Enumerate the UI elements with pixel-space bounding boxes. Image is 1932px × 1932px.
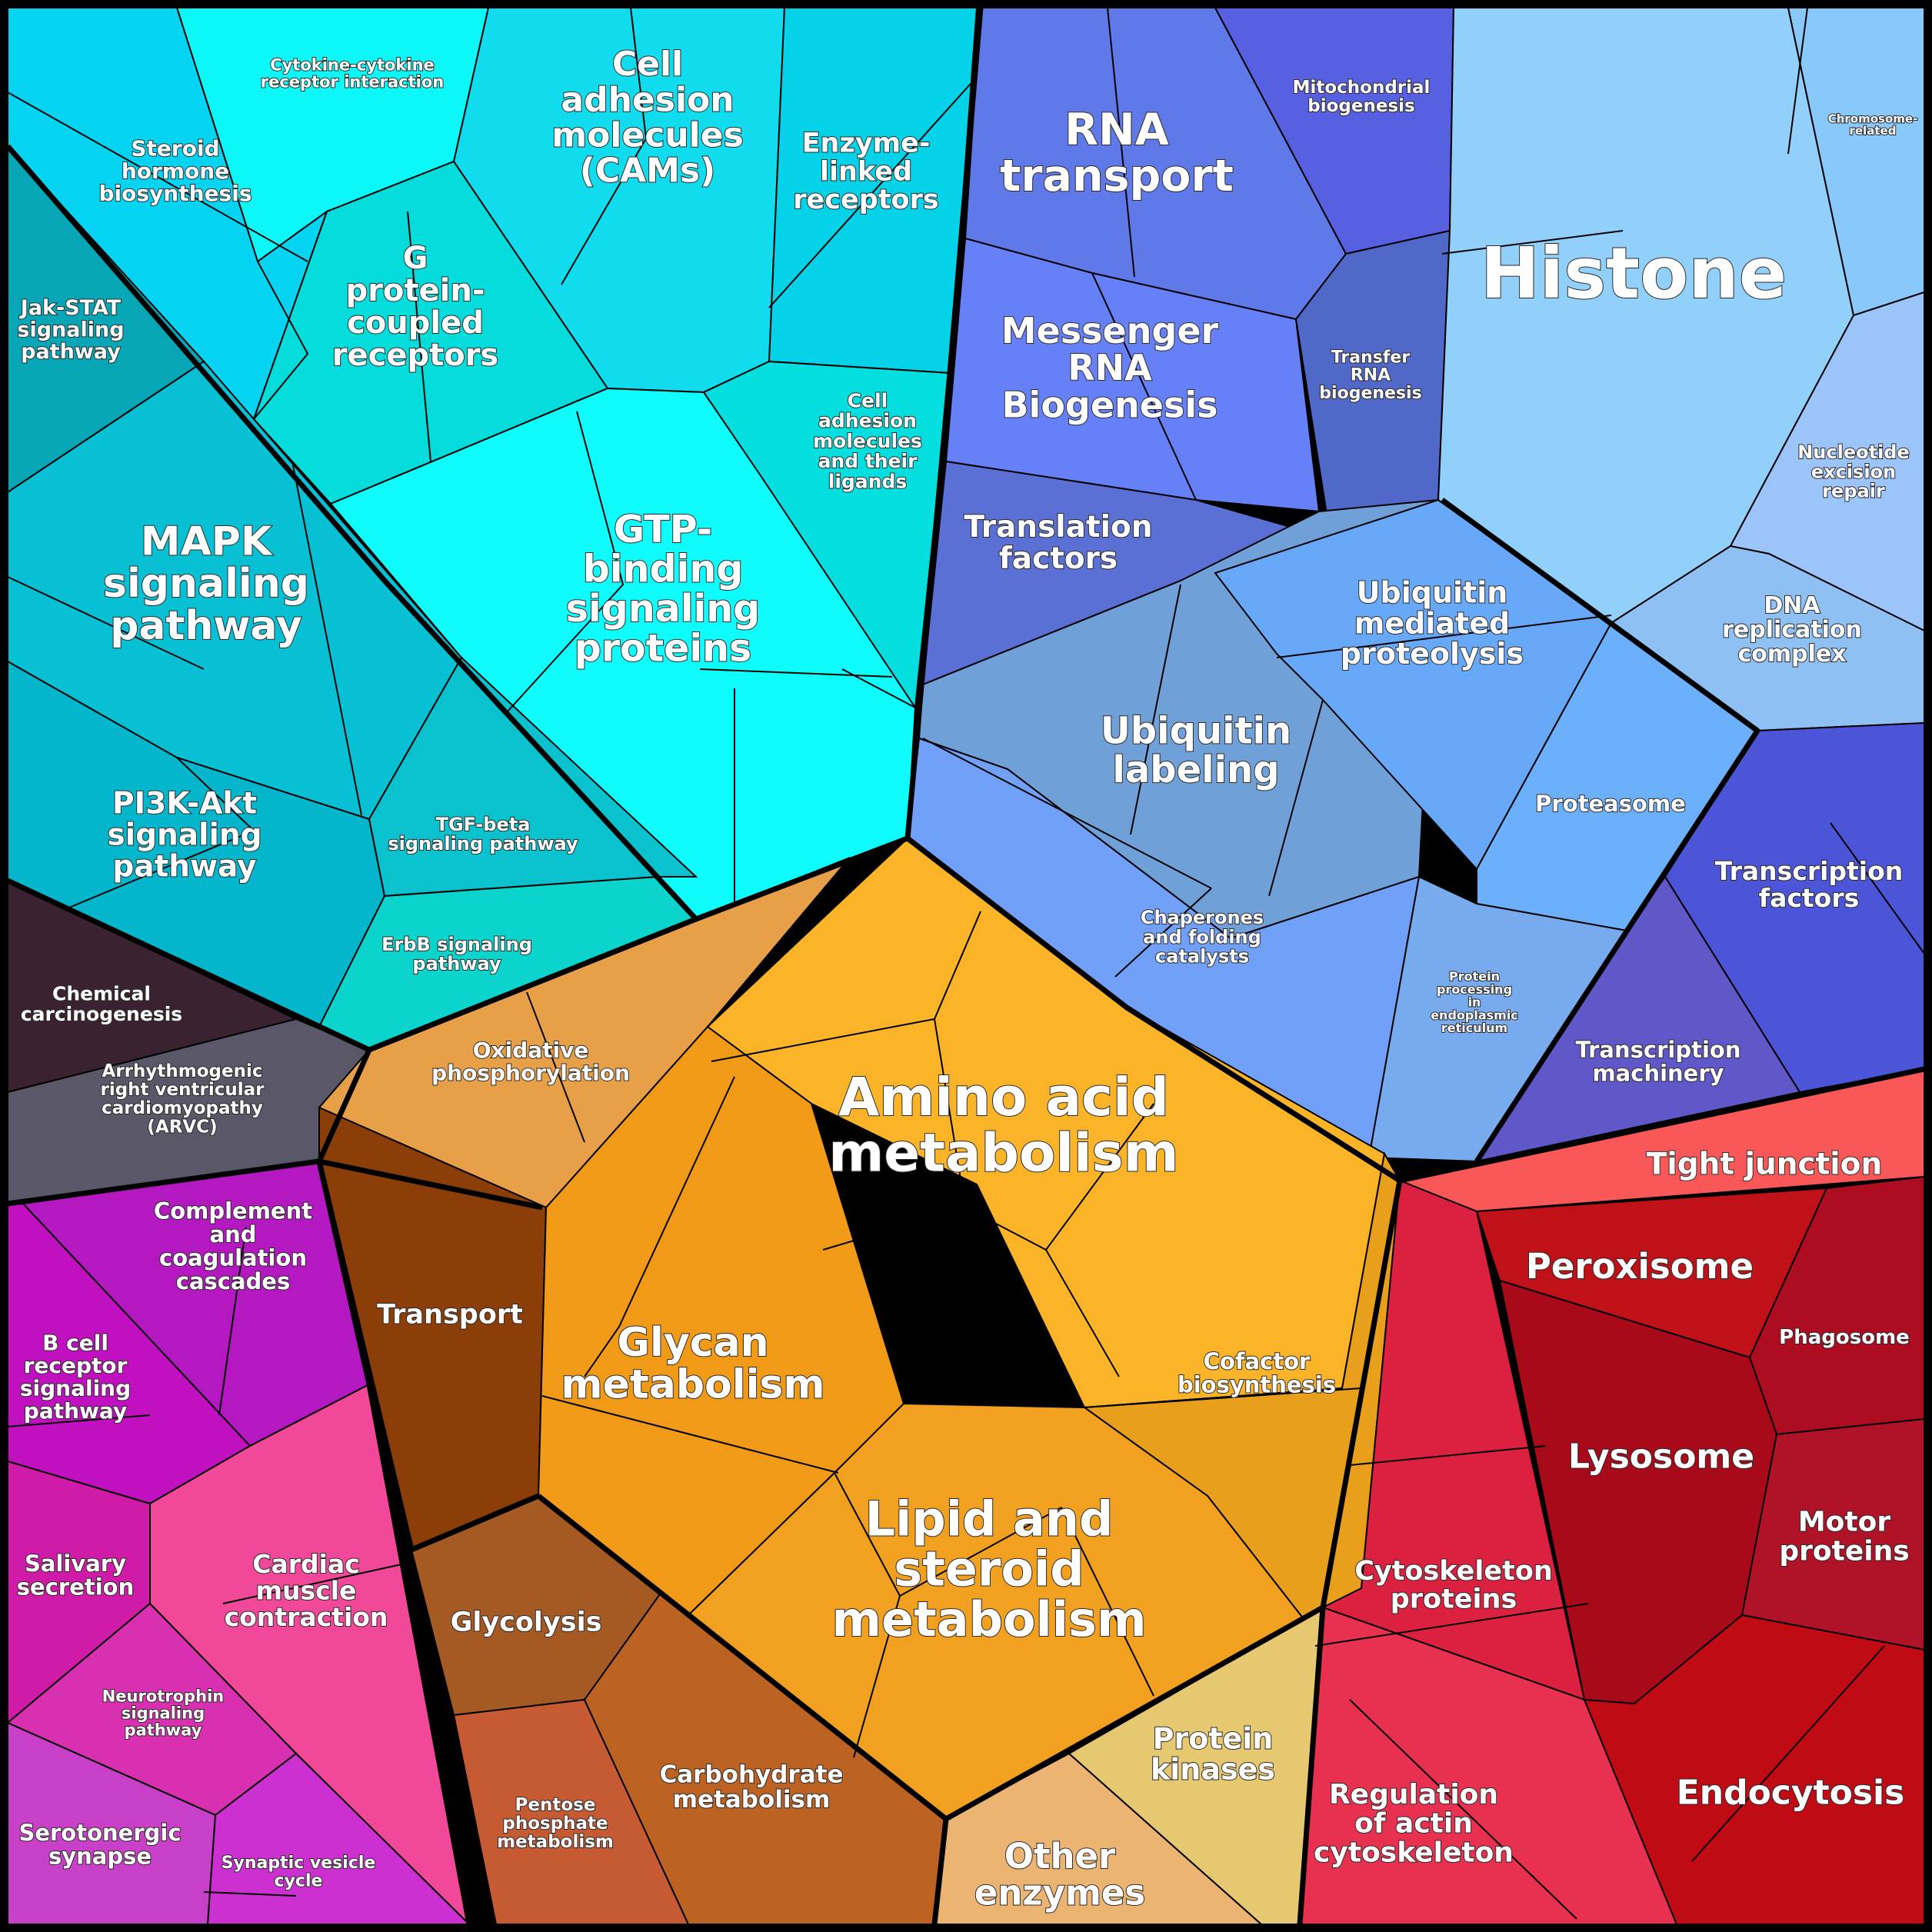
label-protein-kinases: Protein kinases xyxy=(1151,1721,1275,1786)
label-serotonergic: Serotonergic synapse xyxy=(18,1820,181,1869)
label-cardiac: Cardiac muscle contraction xyxy=(225,1549,388,1632)
label-bcell: B cell receptor signaling pathway xyxy=(20,1331,131,1424)
label-salivary: Salivary secretion xyxy=(17,1551,134,1600)
group-cellular-processes xyxy=(1298,1068,1925,1925)
label-tight: Tight junction xyxy=(1647,1148,1882,1182)
label-motor: Motor proteins xyxy=(1779,1507,1909,1567)
label-translation: Translation factors xyxy=(964,510,1152,576)
label-ubiq-med: Ubiquitin mediated proteolysis xyxy=(1341,575,1524,671)
group-disease-dark xyxy=(7,879,371,1205)
label-tf: Transcription factors xyxy=(1715,856,1904,913)
label-cytokine: Cytokine-cytokine receptor interaction xyxy=(261,55,444,91)
label-cofactor: Cofactor biosynthesis xyxy=(1178,1348,1336,1397)
labels: Cytokine-cytokine receptor interaction St… xyxy=(16,44,1919,1914)
label-phagosome: Phagosome xyxy=(1779,1326,1910,1349)
label-glycolysis: Glycolysis xyxy=(451,1607,602,1637)
group-borders xyxy=(5,7,1925,1925)
label-rna-transport: RNA transport xyxy=(1000,105,1234,202)
label-endocytosis: Endocytosis xyxy=(1677,1773,1905,1812)
label-carbo: Carbohydrate metabolism xyxy=(660,1761,844,1814)
label-cams: Cell adhesion molecules (CAMs) xyxy=(551,45,744,191)
group-genetic-information xyxy=(906,7,1925,1163)
label-mapk: MAPK signaling pathway xyxy=(103,519,309,649)
label-other-enz: Other enzymes xyxy=(974,1836,1145,1913)
label-oxphos: Oxidative phosphorylation xyxy=(431,1038,630,1085)
label-chem-carc: Chemical carcinogenesis xyxy=(21,983,182,1025)
label-synaptic: Synaptic vesicle cycle xyxy=(222,1854,376,1890)
label-trna: Transfer RNA biogenesis xyxy=(1319,348,1421,403)
label-mito: Mitochondrial biogenesis xyxy=(1293,78,1431,116)
label-cytoskeleton: Cytoskeleton proteins xyxy=(1354,1556,1553,1615)
label-gtp: GTP-binding signaling proteins xyxy=(566,508,761,670)
label-chaperones: Chaperones and folding catalysts xyxy=(1141,907,1264,967)
label-tgf: TGF-beta signaling pathway xyxy=(388,814,578,854)
label-pentose: Pentose phosphate metabolism xyxy=(497,1795,614,1852)
label-neurotrophin: Neurotrophin signaling pathway xyxy=(102,1687,225,1739)
label-complement: Complement and coagulation cascades xyxy=(154,1198,312,1294)
label-transport: Transport xyxy=(377,1299,523,1330)
label-lysosome: Lysosome xyxy=(1568,1437,1754,1476)
label-proteasome: Proteasome xyxy=(1535,791,1686,817)
label-glycan: Glycan metabolism xyxy=(561,1320,824,1408)
label-peroxisome: Peroxisome xyxy=(1526,1246,1754,1287)
label-amino: Amino acid metabolism xyxy=(828,1067,1178,1184)
label-histone: Histone xyxy=(1481,232,1787,315)
label-arvc: Arrhythmogenic right ventricular cardiomyo… xyxy=(100,1061,265,1137)
label-regulation-actin: Regulation of actin cytoskeleton xyxy=(1314,1779,1514,1869)
label-erbb: ErbB signaling pathway xyxy=(381,934,532,974)
label-dna-rep: DNA replication complex xyxy=(1722,592,1862,668)
label-tm: Transcription machinery xyxy=(1576,1037,1741,1086)
label-protein-proc: Protein processing in endoplasmic reticulum xyxy=(1431,969,1518,1035)
label-ner: Nucleotide excision repair xyxy=(1797,441,1910,501)
label-mrna: Messenger RNA Biogenesis xyxy=(1001,310,1219,426)
group-organismal xyxy=(6,1160,471,1927)
group-signaling xyxy=(7,7,978,1051)
label-steroid-hormone: Steroid hormone biosynthesis xyxy=(99,135,252,206)
label-cell-adhesion-ligands: Cell adhesion molecules and their ligands xyxy=(813,389,922,492)
label-enzyme-linked: Enzyme-linked receptors xyxy=(793,128,938,216)
label-jak-stat: Jak-STAT signaling pathway xyxy=(17,296,124,364)
label-lipid: Lipid and steroid metabolism xyxy=(831,1491,1146,1647)
label-ubiq-lab: Ubiquitin labeling xyxy=(1101,710,1291,791)
label-pi3k: PI3K-Akt signaling pathway xyxy=(108,787,262,884)
label-chromosome: Chromosome-related xyxy=(1828,112,1918,138)
